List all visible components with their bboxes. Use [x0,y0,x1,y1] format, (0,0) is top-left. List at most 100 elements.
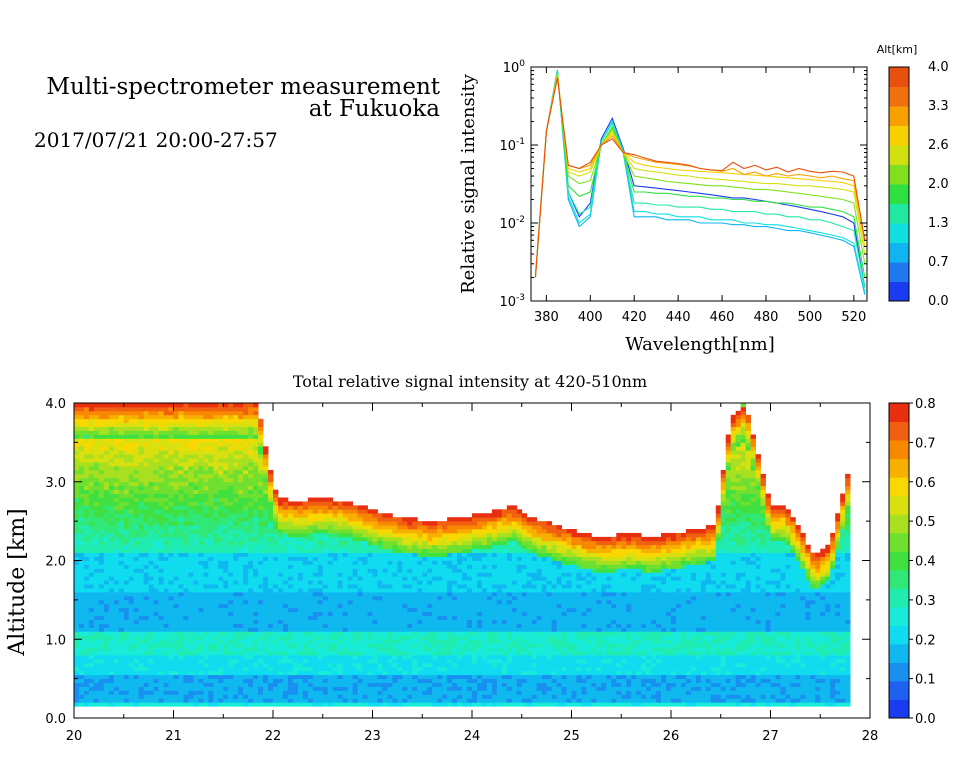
heatmap-cell [153,477,159,483]
heatmap-cell [417,580,423,585]
heatmap-cell [228,521,234,526]
heatmap-cell [193,497,199,502]
heatmap-cell [233,556,239,561]
heatmap-cell [118,414,125,420]
heatmap-cell [372,513,378,518]
heatmap-cell [297,666,304,672]
heatmap-cell [238,446,244,451]
heatmap-cell [163,702,169,707]
heatmap-cell [243,406,249,412]
heatmap-cell [238,505,244,510]
heatmap-cell [213,540,219,546]
heatmap-cell [253,485,259,491]
heatmap-cell [302,501,309,506]
heatmap-cell [93,615,100,620]
spectrum-colorbar-swatch [889,262,909,282]
heatmap-cell [163,655,169,660]
heatmap-cell [307,678,314,683]
heatmap-cell [382,556,388,561]
heatmap-cell [248,658,254,664]
heatmap-cell [173,552,179,557]
heatmap-cell [352,674,358,680]
heatmap-cell [238,426,244,431]
heatmap-cell [427,584,433,589]
heatmap-cell [148,403,155,408]
figure-title-line-2: at Fukuoka [308,96,440,122]
heatmap-cell [83,485,90,491]
heatmap-cell [203,592,209,597]
heatmap-cell [372,517,378,522]
heatmap-cell [218,666,224,672]
heatmap-cell [208,674,214,680]
heatmap-cell [377,548,383,554]
heatmap-cell [78,658,85,664]
heatmap-cell [442,599,448,605]
heatmap-cell [123,592,130,597]
heatmap-cell [407,536,413,542]
heatmap-cell [327,509,334,514]
heatmap-cell [397,698,403,703]
heatmap-cell [213,690,219,695]
heatmap-cell [118,552,125,557]
heatmap-cell [268,560,274,565]
heatmap-cell [367,560,373,565]
heatmap-cell [447,611,453,617]
heatmap-cell [253,548,259,554]
heatmap-cell [407,595,413,601]
heatmap-cell [108,603,115,609]
heatmap-cell [113,686,120,691]
heatmap-cell [372,694,378,699]
heatmap-cell [98,434,105,439]
heatmap-cell [183,595,189,601]
heatmap-cell [268,477,274,483]
heatmap-cell [248,536,254,542]
heatmap-cell [397,548,403,554]
heatmap-cell [263,611,269,617]
heatmap-cell [83,658,90,664]
heatmap-cell [93,595,100,601]
heatmap-cell [98,430,105,435]
heatmap-cell [427,615,433,620]
heatmap-cell [158,414,164,420]
heatmap-cell [268,592,274,597]
heatmap-cell [103,489,110,494]
heatmap-cell [88,658,95,664]
heatmap-cell [297,655,304,660]
heatmap-cell [198,529,204,534]
heatmap-cell [98,536,105,542]
spectrum-colorbar-label: Alt[km] [877,43,918,56]
heatmap-cell [108,466,115,471]
heatmap-cell [118,619,125,624]
heatmap-cell [243,493,249,498]
heatmap-cell [307,552,314,557]
heatmap-cell [153,481,159,487]
heatmap-cell [163,434,169,439]
heatmap-cell [268,627,274,632]
heatmap-cell [98,662,105,668]
heatmap-cell [233,544,239,550]
heatmap-cell [83,568,90,573]
heatmap-cell [312,564,319,569]
heatmap-cell [427,694,433,699]
heatmap-cell [367,584,373,589]
heatmap-cell [188,643,194,648]
heatmap-cell [153,505,159,510]
heatmap-cell [372,635,378,640]
heatmap-cell [188,702,194,707]
heatmap-cell [263,462,269,467]
heatmap-cell [128,513,135,518]
heatmap-cell [357,544,363,550]
heatmap-cell [422,603,428,609]
heatmap-cell [258,647,264,652]
heatmap-cell [437,686,443,691]
heatmap-cell [123,678,130,683]
heatmap-cell [178,466,184,471]
heatmap-cell [258,422,264,428]
heatmap-cell [223,619,229,624]
heatmap-cell [372,540,378,546]
heatmap-cell [128,466,135,471]
heatmap-cell [412,603,418,609]
heatmap-cell [178,556,184,561]
heatmap-cell [362,678,368,683]
heatmap-cell [218,532,224,538]
